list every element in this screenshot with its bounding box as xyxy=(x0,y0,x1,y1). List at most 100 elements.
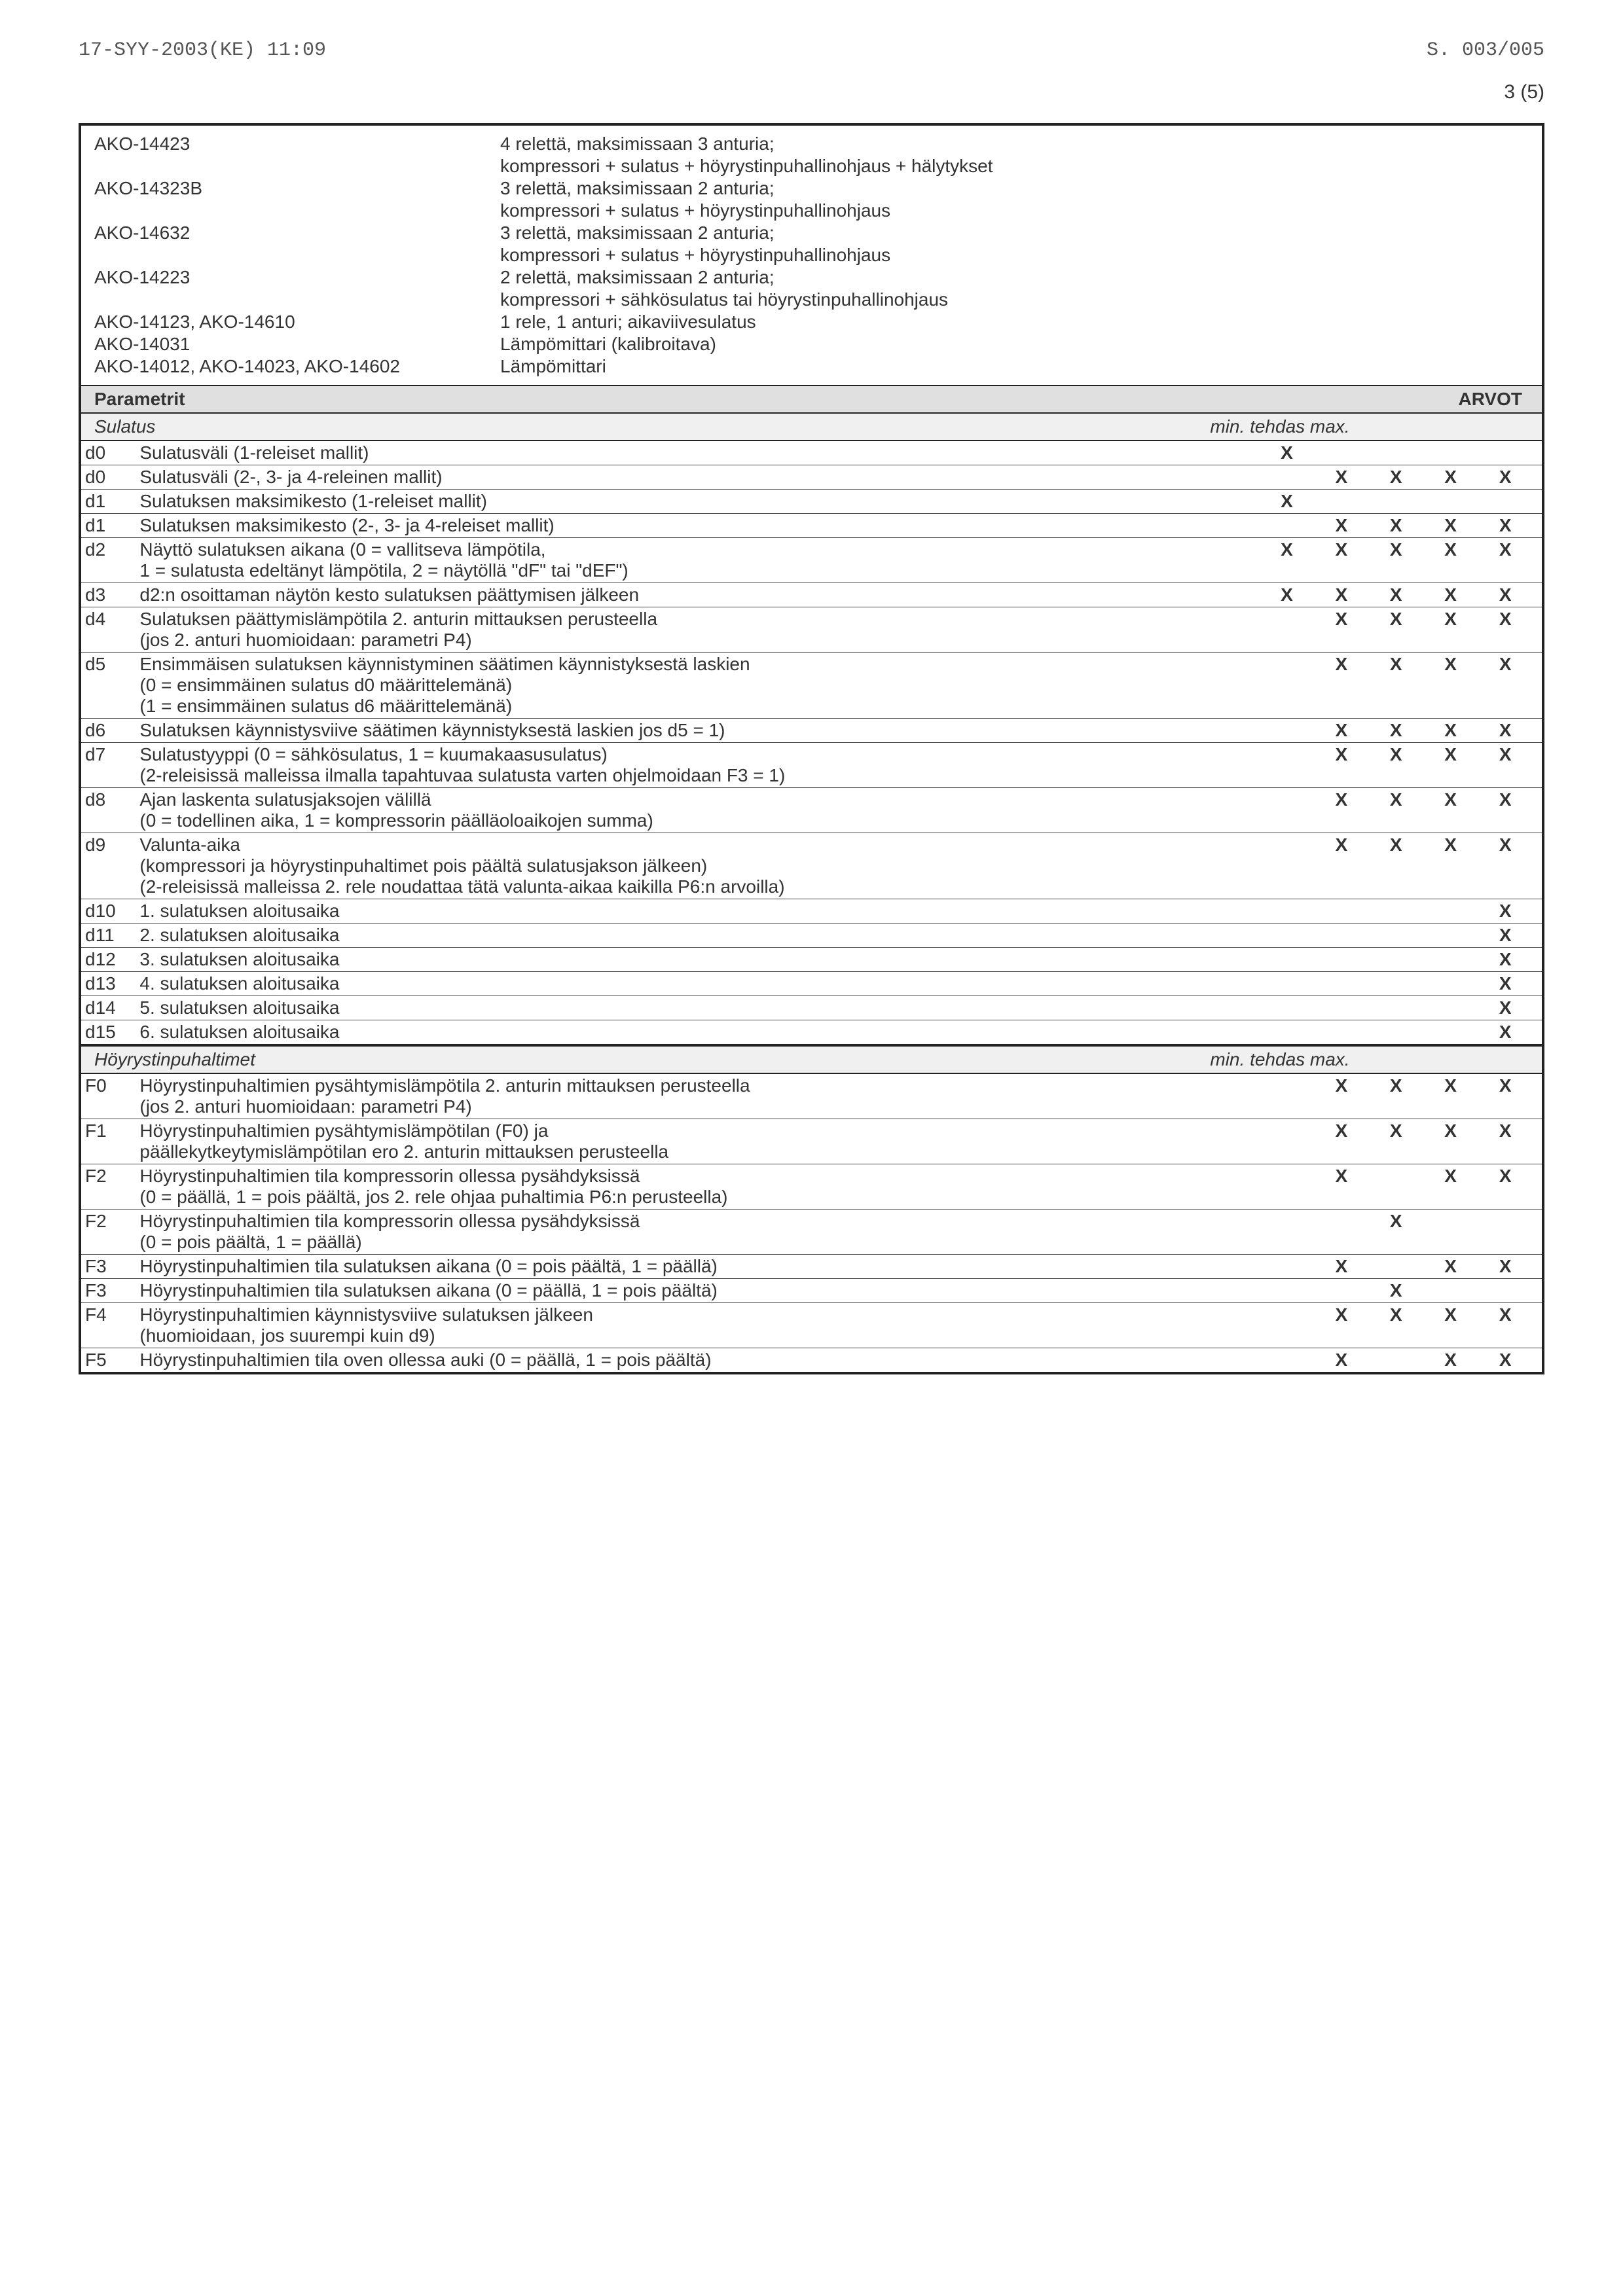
param-value-col xyxy=(1056,1210,1124,1255)
param-description: 5. sulatuksen aloitusaika xyxy=(136,996,1055,1020)
product-row: AKO-146323 relettä, maksimissaan 2 antur… xyxy=(94,223,1529,243)
param-description: Höyrystinpuhaltimien tila oven ollessa a… xyxy=(136,1348,1055,1372)
param-value-col xyxy=(1192,1074,1260,1119)
param-code: F2 xyxy=(81,1210,136,1255)
table-row: d2Näyttö sulatuksen aikana (0 = vallitse… xyxy=(81,538,1542,583)
param-code: d5 xyxy=(81,653,136,719)
param-x-mark: X xyxy=(1478,514,1542,538)
param-value-col xyxy=(1192,1164,1260,1210)
param-x-mark xyxy=(1260,899,1314,924)
product-code: AKO-14632 xyxy=(94,223,500,243)
product-row: AKO-14323B3 relettä, maksimissaan 2 antu… xyxy=(94,178,1529,199)
param-description: Sulatuksen maksimikesto (1-releiset mall… xyxy=(136,490,1055,514)
table-row: F5Höyrystinpuhaltimien tila oven ollessa… xyxy=(81,1348,1542,1372)
param-description: Höyrystinpuhaltimien tila kompressorin o… xyxy=(136,1210,1055,1255)
param-code: d13 xyxy=(81,972,136,996)
param-x-mark: X xyxy=(1478,653,1542,719)
param-x-mark xyxy=(1314,1279,1368,1303)
page-number: 3 (5) xyxy=(79,81,1544,103)
product-code: AKO-14031 xyxy=(94,334,500,355)
subsection-columns: min. tehdas max. xyxy=(1031,416,1529,437)
param-x-mark: X xyxy=(1423,583,1478,607)
param-value-col xyxy=(1123,1210,1192,1255)
param-code: d9 xyxy=(81,833,136,899)
table-row: d8Ajan laskenta sulatusjaksojen välillä … xyxy=(81,788,1542,833)
subsection-sulatus: Sulatus min. tehdas max. xyxy=(81,414,1542,441)
param-x-mark xyxy=(1260,1164,1314,1210)
param-x-mark xyxy=(1369,996,1423,1020)
product-code: AKO-14423 xyxy=(94,134,500,154)
param-x-mark: X xyxy=(1314,538,1368,583)
param-x-mark: X xyxy=(1423,1164,1478,1210)
param-x-mark xyxy=(1260,1074,1314,1119)
subsection-columns: min. tehdas max. xyxy=(1031,1049,1529,1070)
param-x-mark xyxy=(1314,490,1368,514)
param-value-col xyxy=(1123,1348,1192,1372)
param-value-col xyxy=(1192,1279,1260,1303)
param-x-mark xyxy=(1369,899,1423,924)
param-description: 3. sulatuksen aloitusaika xyxy=(136,948,1055,972)
param-x-mark xyxy=(1369,1348,1423,1372)
param-value-col xyxy=(1192,1255,1260,1279)
param-x-mark xyxy=(1260,833,1314,899)
section-title: Parametrit xyxy=(94,389,1025,410)
param-x-mark: X xyxy=(1314,1303,1368,1348)
param-value-col xyxy=(1056,583,1124,607)
param-value-col xyxy=(1192,1020,1260,1045)
param-value-col xyxy=(1192,899,1260,924)
param-description: Höyrystinpuhaltimien pysähtymislämpötila… xyxy=(136,1074,1055,1119)
param-x-mark xyxy=(1478,490,1542,514)
param-x-mark xyxy=(1369,1020,1423,1045)
product-description: 2 relettä, maksimissaan 2 anturia; xyxy=(500,267,1529,288)
param-x-mark: X xyxy=(1314,719,1368,743)
param-x-mark xyxy=(1369,972,1423,996)
param-x-mark: X xyxy=(1314,1074,1368,1119)
param-x-mark: X xyxy=(1478,788,1542,833)
param-x-mark xyxy=(1478,1279,1542,1303)
param-x-mark: X xyxy=(1478,1303,1542,1348)
param-description: Höyrystinpuhaltimien pysähtymislämpötila… xyxy=(136,1119,1055,1164)
param-code: d7 xyxy=(81,743,136,788)
param-code: F2 xyxy=(81,1164,136,1210)
param-value-col xyxy=(1123,972,1192,996)
product-description: 3 relettä, maksimissaan 2 anturia; xyxy=(500,223,1529,243)
param-x-mark: X xyxy=(1369,583,1423,607)
param-x-mark: X xyxy=(1314,788,1368,833)
param-x-mark xyxy=(1423,1279,1478,1303)
product-row: AKO-14123, AKO-146101 rele, 1 anturi; ai… xyxy=(94,312,1529,332)
param-x-mark: X xyxy=(1369,1210,1423,1255)
param-description: Höyrystinpuhaltimien käynnistysviive sul… xyxy=(136,1303,1055,1348)
product-code xyxy=(94,289,500,310)
param-x-mark: X xyxy=(1423,1348,1478,1372)
param-value-col xyxy=(1192,788,1260,833)
param-x-mark xyxy=(1314,924,1368,948)
param-value-col xyxy=(1056,948,1124,972)
param-value-col xyxy=(1192,1303,1260,1348)
param-x-mark: X xyxy=(1314,1119,1368,1164)
param-value-col xyxy=(1192,996,1260,1020)
param-x-mark: X xyxy=(1478,465,1542,490)
table-row: d9Valunta-aika (kompressori ja höyrystin… xyxy=(81,833,1542,899)
product-code xyxy=(94,245,500,266)
param-code: d0 xyxy=(81,465,136,490)
product-row: kompressori + sähkösulatus tai höyrystin… xyxy=(94,289,1529,310)
param-description: Sulatuksen päättymislämpötila 2. anturin… xyxy=(136,607,1055,653)
table-row: d5Ensimmäisen sulatuksen käynnistyminen … xyxy=(81,653,1542,719)
param-code: d1 xyxy=(81,490,136,514)
param-x-mark: X xyxy=(1369,465,1423,490)
param-x-mark xyxy=(1423,924,1478,948)
param-value-col xyxy=(1056,996,1124,1020)
param-x-mark xyxy=(1423,972,1478,996)
param-value-col xyxy=(1123,948,1192,972)
param-x-mark xyxy=(1369,490,1423,514)
param-x-mark: X xyxy=(1478,607,1542,653)
param-value-col xyxy=(1056,1119,1124,1164)
param-code: d2 xyxy=(81,538,136,583)
param-value-col xyxy=(1056,1164,1124,1210)
param-value-col xyxy=(1056,538,1124,583)
param-x-mark: X xyxy=(1423,743,1478,788)
param-x-mark xyxy=(1369,924,1423,948)
param-x-mark: X xyxy=(1478,996,1542,1020)
param-x-mark xyxy=(1260,996,1314,1020)
param-description: 1. sulatuksen aloitusaika xyxy=(136,899,1055,924)
